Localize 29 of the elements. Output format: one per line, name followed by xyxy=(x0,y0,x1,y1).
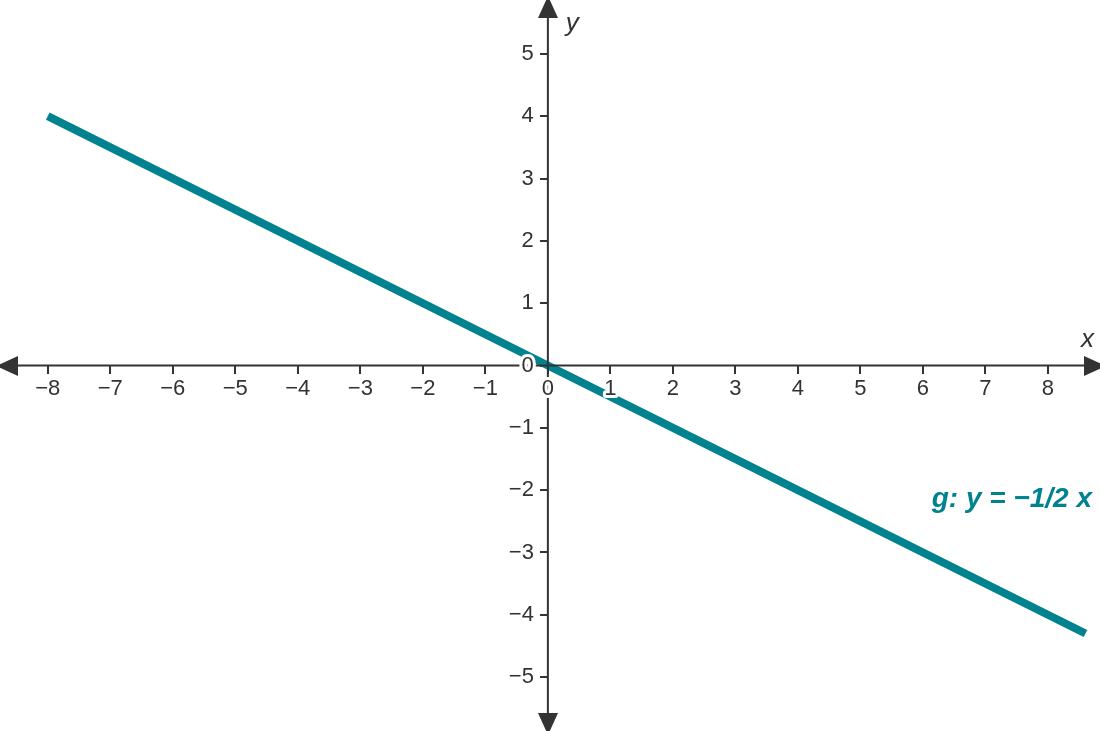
x-tick-label: −6 xyxy=(160,374,186,400)
x-tick-label: 4 xyxy=(791,374,805,400)
y-tick-label: −4 xyxy=(508,600,534,626)
y-tick-label: 1 xyxy=(521,289,534,315)
x-tick-label: 5 xyxy=(854,374,867,400)
y-tick-label: −5 xyxy=(508,663,534,689)
x-tick-label: −2 xyxy=(410,374,436,400)
x-tick-label: −5 xyxy=(222,374,248,400)
x-tick-label: −8 xyxy=(35,374,61,400)
x-tick-label: 8 xyxy=(1041,374,1055,400)
x-tick-label: 7 xyxy=(979,374,992,400)
x-tick-label: 1 xyxy=(604,374,617,400)
y-tick-label: 4 xyxy=(521,102,534,128)
x-tick-label: 3 xyxy=(729,374,742,400)
y-tick-label: −1 xyxy=(508,413,534,439)
y-tick-label: 3 xyxy=(521,164,534,190)
annotation: g: y = −1/2 x xyxy=(930,481,1094,513)
x-tick-label: −3 xyxy=(347,374,373,400)
x-tick-label: 6 xyxy=(916,374,930,400)
y-axis-title: y xyxy=(563,7,581,38)
x-tick-label: −4 xyxy=(285,374,311,400)
y-tick-label: 2 xyxy=(521,226,534,252)
x-tick-label: 2 xyxy=(666,374,680,400)
y-tick-label: −2 xyxy=(508,476,534,502)
y-tick-label: 5 xyxy=(521,39,534,65)
x-axis-title: x xyxy=(1079,322,1095,353)
x-tick-label: −1 xyxy=(472,374,498,400)
y-tick-label: −3 xyxy=(508,538,534,564)
x-tick-label: −7 xyxy=(97,374,123,400)
